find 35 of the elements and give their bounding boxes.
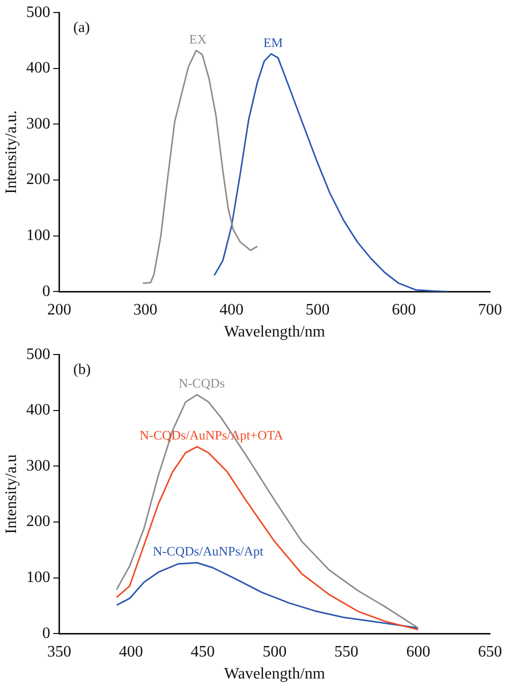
y-tick-label: 100	[26, 569, 50, 586]
y-tick-label: 0	[42, 624, 50, 642]
y-axis-title: Intensity/a.u	[2, 454, 20, 534]
x-tick-label: 550	[334, 643, 358, 660]
x-tick-label: 600	[406, 643, 430, 660]
y-axis-title: Intensity/a.u.	[2, 110, 20, 194]
y-tick-label: 400	[26, 60, 50, 77]
x-axis-title: Wavelength/nm	[224, 324, 326, 341]
x-tick-label: 400	[220, 301, 244, 318]
series-label: N-CQDs	[178, 376, 225, 391]
x-tick-label: 400	[119, 643, 143, 660]
y-tick-label: 400	[26, 402, 50, 419]
annotation: (b)	[73, 362, 91, 378]
series-label: EX	[189, 31, 208, 46]
y-tick-label: 0	[42, 282, 50, 300]
y-tick-label: 200	[26, 513, 50, 530]
y-tick-label: 500	[26, 4, 50, 21]
series-label: N-CQDs/AuNPs/Apt	[152, 544, 264, 559]
y-tick-label: 100	[26, 227, 50, 244]
x-tick-label: 600	[392, 301, 416, 318]
x-tick-label: 650	[478, 643, 502, 660]
annotation: (a)	[73, 20, 90, 36]
y-tick-label: 300	[26, 457, 50, 474]
x-tick-label: 300	[133, 301, 158, 318]
x-tick-label: 500	[262, 643, 287, 660]
series-label: N-CQDs/AuNPs/Apt+OTA	[140, 428, 284, 443]
y-tick-label: 300	[26, 115, 50, 132]
y-tick-label: 200	[26, 171, 50, 188]
y-tick-label: 500	[26, 346, 50, 363]
x-tick-label: 350	[47, 643, 72, 660]
x-tick-label: 500	[306, 301, 330, 318]
series-label: EM	[263, 34, 284, 50]
x-tick-label: 700	[478, 301, 502, 318]
x-tick-label: 450	[190, 643, 215, 660]
x-axis-title: Wavelength/nm	[224, 666, 326, 683]
